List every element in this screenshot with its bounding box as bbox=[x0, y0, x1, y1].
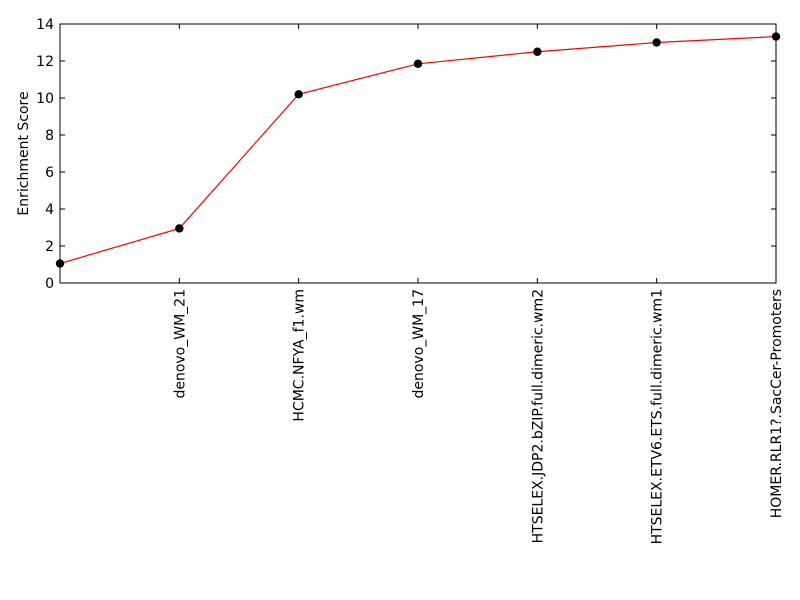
x-axis-ticks: denovo_WM_21 HCMC.NFYA_f1.wm denovo_WM_17 H… bbox=[59, 24, 785, 544]
data-point bbox=[533, 47, 542, 56]
x-tick-label: denovo_WM_21 bbox=[172, 289, 188, 399]
y-tick-label: 4 bbox=[45, 202, 54, 218]
y-tick-label: 10 bbox=[36, 91, 54, 107]
y-tick-label: 0 bbox=[45, 276, 54, 292]
x-tick-label: HTSELEX.ETV6.ETS.full.dimeric.wm1 bbox=[650, 289, 666, 544]
series-line bbox=[59, 35, 777, 265]
y-axis-label: Enrichment Score bbox=[16, 91, 32, 215]
y-tick-label: 8 bbox=[45, 128, 54, 144]
y-tick-label: 2 bbox=[45, 239, 54, 255]
x-tick-label: HOMER.RLR1?.SacCer-Promoters bbox=[769, 289, 785, 518]
x-tick-label: denovo_WM_17 bbox=[411, 289, 427, 399]
y-tick-label: 12 bbox=[36, 54, 54, 70]
x-tick-label: HCMC.NFYA_f1.wm bbox=[292, 289, 308, 422]
y-tick-label: 6 bbox=[45, 165, 54, 181]
data-point bbox=[652, 38, 661, 47]
data-point bbox=[175, 224, 184, 233]
data-point bbox=[413, 59, 423, 68]
y-axis-ticks: 0 2 4 6 8 10 12 14 bbox=[36, 17, 776, 292]
plot-frame bbox=[59, 23, 777, 284]
y-tick-label: 14 bbox=[36, 17, 54, 33]
data-point bbox=[294, 90, 303, 99]
x-tick-label: HTSELEX.JDP2.bZIP.full.dimeric.wm2 bbox=[530, 289, 546, 543]
